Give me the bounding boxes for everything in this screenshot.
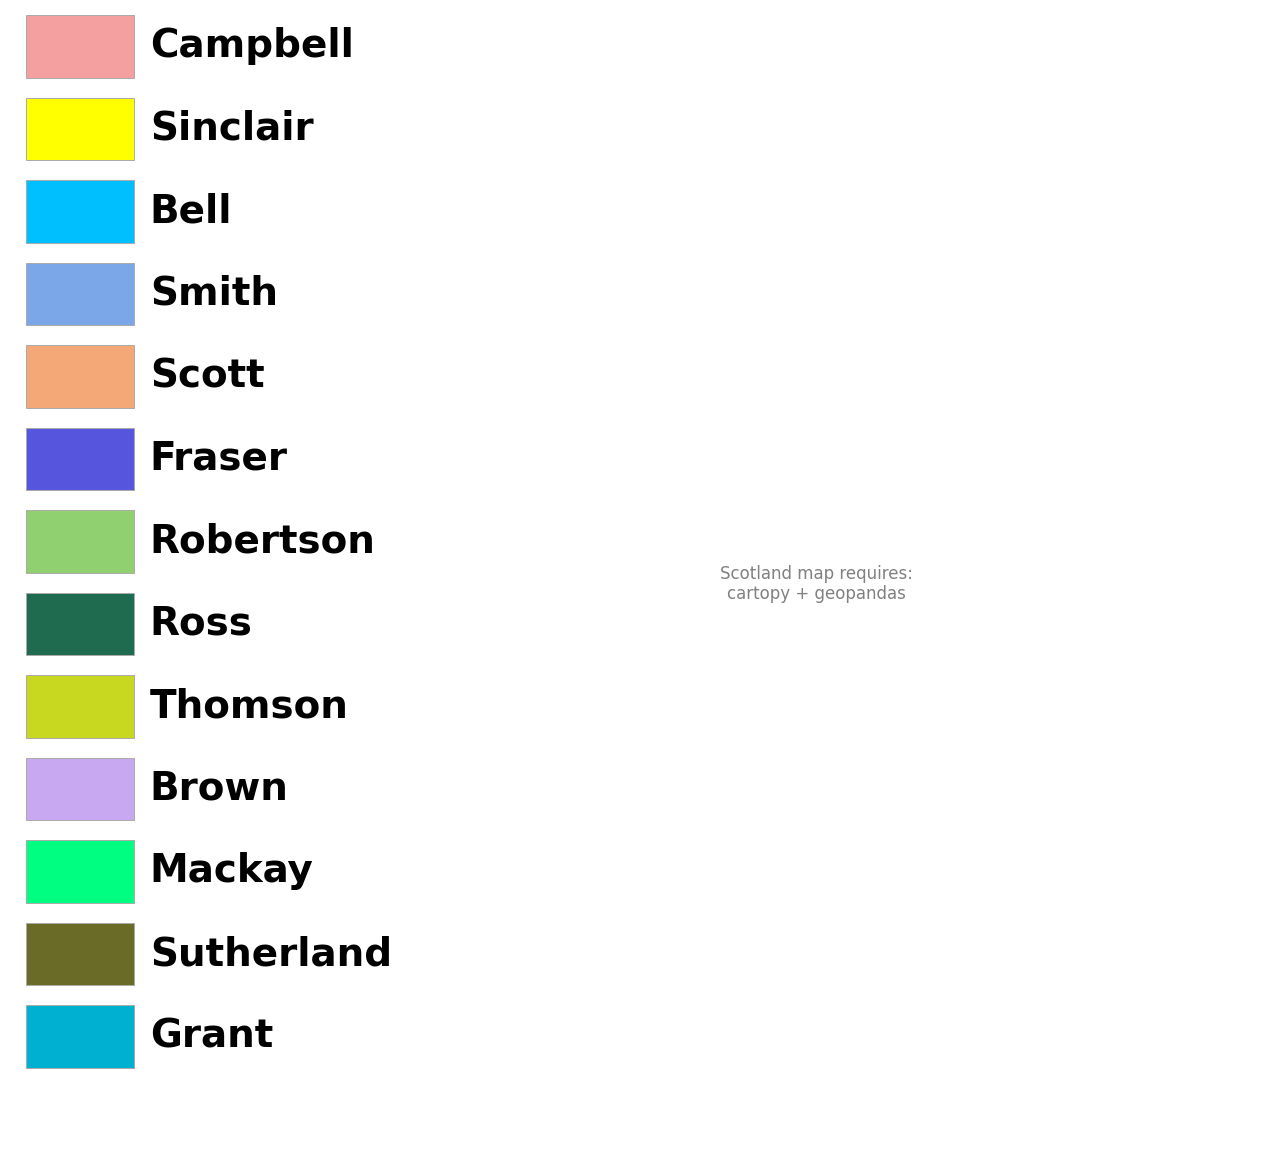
Text: Smith: Smith	[150, 275, 278, 313]
Text: Sinclair: Sinclair	[150, 110, 314, 148]
Text: Bell: Bell	[150, 193, 232, 230]
Text: Mackay: Mackay	[150, 853, 314, 890]
Text: Scott: Scott	[150, 358, 265, 395]
Text: Sutherland: Sutherland	[150, 935, 392, 973]
Text: Fraser: Fraser	[150, 440, 288, 478]
Text: Brown: Brown	[150, 770, 288, 808]
Text: Scotland map requires:
cartopy + geopandas: Scotland map requires: cartopy + geopand…	[719, 565, 913, 603]
Text: Grant: Grant	[150, 1018, 273, 1055]
Text: Campbell: Campbell	[150, 28, 353, 65]
Text: Thomson: Thomson	[150, 688, 348, 725]
Text: Ross: Ross	[150, 605, 252, 643]
Text: Robertson: Robertson	[150, 523, 375, 560]
